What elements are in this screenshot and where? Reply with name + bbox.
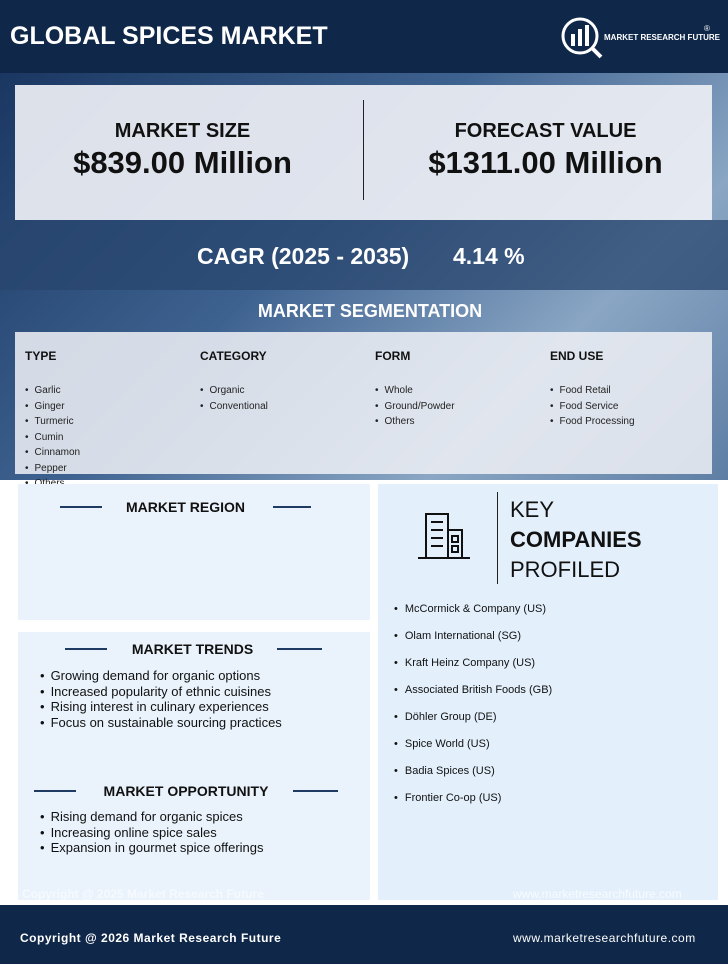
segment-item: Ginger — [25, 401, 80, 417]
opportunity-list: Rising demand for organic spicesIncreasi… — [40, 809, 264, 856]
footer-website: www.marketresearchfuture.com — [513, 931, 696, 945]
segment-item: Turmeric — [25, 416, 80, 432]
segment-item: Food Retail — [550, 385, 635, 401]
segment-item: Whole — [375, 385, 455, 401]
building-icon — [418, 513, 470, 559]
cagr-label: CAGR (2025 - 2035) — [197, 243, 410, 269]
trend-item: Rising interest in culinary experiences — [40, 699, 282, 715]
footer-copyright: Copyright @ 2026 Market Research Future — [20, 931, 282, 945]
forecast-value: $1311.00 Million — [428, 145, 663, 180]
companies-list: McCormick & Company (US)Olam Internation… — [394, 603, 552, 819]
divider — [363, 100, 364, 200]
segment-item: Others — [25, 478, 80, 494]
trend-item: Increased popularity of ethnic cuisines — [40, 684, 282, 700]
segment-item: Cinnamon — [25, 447, 81, 463]
segment-list: Food RetailFood ServiceFood Processing — [550, 385, 635, 432]
segment-list: WholeGround/PowderOthers — [375, 385, 455, 432]
opportunity-title: MARKET OPPORTUNITY — [103, 783, 269, 799]
header-bar — [0, 0, 728, 73]
rule — [277, 648, 322, 650]
company-item: Döhler Group (DE) — [394, 711, 552, 738]
logo-text: MARKET RESEARCH FUTURE — [604, 33, 720, 42]
company-item: Olam International (SG) — [394, 630, 552, 657]
segment-item: Food Processing — [550, 416, 635, 432]
rule — [65, 648, 107, 650]
segment-item: Organic — [200, 385, 268, 401]
segment-item: Pepper — [25, 463, 80, 479]
cagr-value: 4.14 % — [453, 243, 525, 269]
logo-mark: ® — [704, 24, 710, 33]
opportunity-item: Increasing online spice sales — [40, 825, 264, 841]
rule — [34, 790, 76, 792]
footer-bar — [0, 905, 728, 964]
opportunity-item: Rising demand for organic spices — [40, 809, 264, 825]
segment-item: Ground/Powder — [375, 401, 455, 417]
company-item: Associated British Foods (GB) — [394, 684, 552, 711]
segment-item: Conventional — [200, 401, 268, 417]
trend-item: Focus on sustainable sourcing practices — [40, 715, 282, 731]
logo-icon — [561, 17, 603, 59]
segmentation-title: MARKET SEGMENTATION — [257, 301, 483, 321]
rule — [293, 790, 338, 792]
company-item: Frontier Co-op (US) — [394, 792, 552, 819]
segment-item: Others — [375, 416, 455, 432]
trends-list: Growing demand for organic optionsIncrea… — [40, 668, 282, 730]
region-title: MARKET REGION — [126, 499, 245, 515]
segment-list: OrganicConventional — [200, 385, 268, 416]
cagr-band — [0, 220, 728, 290]
watermark: Copyright @ 2025 Market Research Future — [22, 887, 264, 901]
segment-list: GarlicGingerTurmericCuminCinnamonPepperO… — [25, 385, 81, 494]
opportunity-item: Expansion in gourmet spice offerings — [40, 840, 264, 856]
trend-item: Growing demand for organic options — [40, 668, 282, 684]
segment-item: Cumin — [25, 432, 80, 448]
segment-heading: END USE — [550, 349, 604, 363]
segment-heading: FORM — [375, 349, 411, 363]
market-size-value: $839.00 Million — [73, 145, 292, 180]
company-item: Kraft Heinz Company (US) — [394, 657, 552, 684]
company-item: McCormick & Company (US) — [394, 603, 552, 630]
segment-item: Food Service — [550, 401, 635, 417]
rule — [273, 506, 311, 508]
company-item: Badia Spices (US) — [394, 765, 552, 792]
watermark: www.marketresearchfuture.com — [513, 887, 682, 901]
companies-title: COMPANIES — [510, 527, 642, 552]
forecast-label: FORECAST VALUE — [454, 120, 637, 142]
segment-heading: TYPE — [25, 349, 57, 363]
company-item: Spice World (US) — [394, 738, 552, 765]
divider — [497, 492, 498, 584]
companies-title: KEY — [510, 497, 555, 522]
segment-heading: CATEGORY — [200, 349, 267, 363]
rule — [60, 506, 102, 508]
companies-title: PROFILED — [510, 557, 621, 582]
trends-title: MARKET TRENDS — [131, 641, 254, 657]
segment-item: Garlic — [25, 385, 80, 401]
market-size-label: MARKET SIZE — [114, 120, 251, 142]
page-title: GLOBAL SPICES MARKET — [10, 22, 328, 50]
